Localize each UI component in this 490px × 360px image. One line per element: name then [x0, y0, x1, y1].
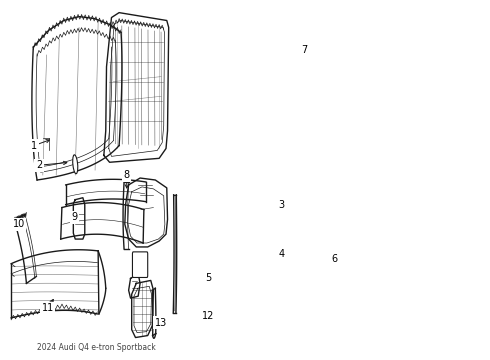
Text: 10: 10 — [13, 219, 25, 229]
Text: 5: 5 — [206, 274, 212, 283]
Text: 3: 3 — [278, 199, 284, 210]
Text: 7: 7 — [301, 45, 307, 55]
Text: 2: 2 — [36, 160, 42, 170]
Text: 1: 1 — [31, 140, 37, 150]
FancyBboxPatch shape — [132, 252, 147, 278]
Text: 11: 11 — [42, 303, 54, 313]
Text: 12: 12 — [202, 311, 214, 321]
Text: 8: 8 — [123, 170, 130, 180]
Ellipse shape — [73, 155, 78, 174]
Text: 13: 13 — [155, 318, 167, 328]
Text: 4: 4 — [278, 249, 284, 259]
Text: 2024 Audi Q4 e-tron Sportback: 2024 Audi Q4 e-tron Sportback — [37, 343, 156, 352]
Text: 6: 6 — [332, 254, 338, 264]
Text: 9: 9 — [72, 212, 77, 222]
